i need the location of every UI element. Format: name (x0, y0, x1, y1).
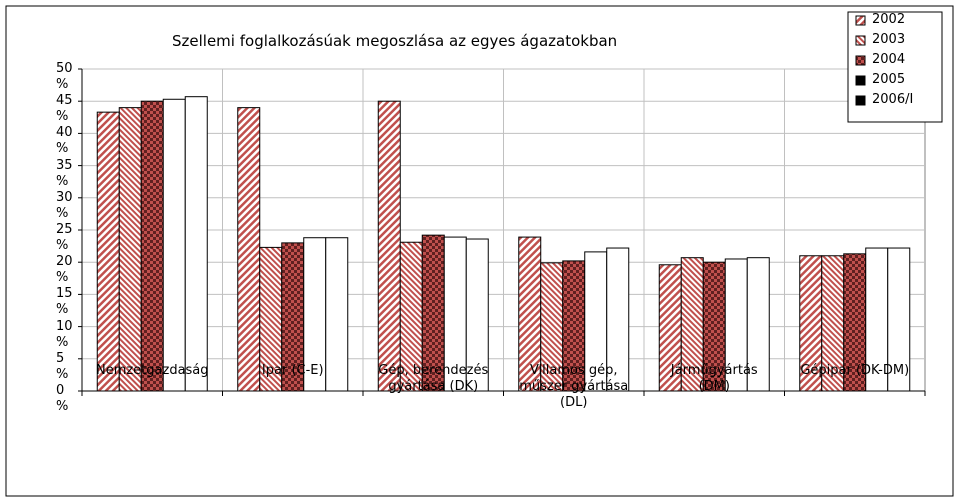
legend-label: 2002 (872, 12, 906, 27)
legend-swatch (855, 15, 866, 26)
bar (118, 107, 142, 392)
bar (465, 238, 489, 392)
y-tick-label: 20 % (56, 254, 73, 286)
bar (162, 98, 186, 392)
legend-swatch (855, 75, 866, 86)
y-tick-label: 30 % (56, 189, 73, 221)
y-tick-label: 40 % (56, 125, 73, 157)
legend-label: 2005 (872, 72, 906, 87)
legend-label: 2006/I (872, 92, 914, 107)
bar (377, 100, 401, 392)
y-tick-label: 45 % (56, 93, 73, 125)
legend-swatch (855, 35, 866, 46)
legend-label: 2003 (872, 32, 906, 47)
bar (96, 111, 120, 392)
bar (184, 96, 208, 392)
x-tick-label: Járműgyártás (DM) (670, 363, 758, 394)
y-tick-label: 15 % (56, 286, 73, 318)
x-tick-label: Villamos gép, műszer gyártása (DL) (519, 363, 629, 410)
y-tick-label: 10 % (56, 318, 73, 350)
y-tick-label: 35 % (56, 157, 73, 189)
x-tick-label: Gép, berendezés gyártása (DK) (378, 363, 489, 394)
bar (606, 247, 630, 392)
bar (887, 247, 911, 392)
bar (140, 100, 164, 392)
x-tick-label: Gépipar (DK-DM) (800, 363, 910, 378)
bar (237, 107, 261, 392)
x-tick-label: Nemzetgazdaság (95, 363, 209, 378)
y-tick-label: 50 % (56, 61, 73, 92)
legend-swatch (855, 95, 866, 106)
chart-title: Szellemi foglalkozásúak megoszlása az eg… (172, 32, 618, 50)
x-tick-label: Ipar (C-E) (261, 363, 324, 378)
legend-swatch (855, 55, 866, 66)
legend-label: 2004 (872, 52, 906, 67)
y-tick-label: 5 % (56, 350, 69, 382)
frame (5, 5, 954, 497)
bar (325, 237, 349, 392)
y-tick-label: 25 % (56, 222, 73, 253)
y-tick-label: 0 % (56, 383, 69, 414)
bar (746, 257, 770, 392)
